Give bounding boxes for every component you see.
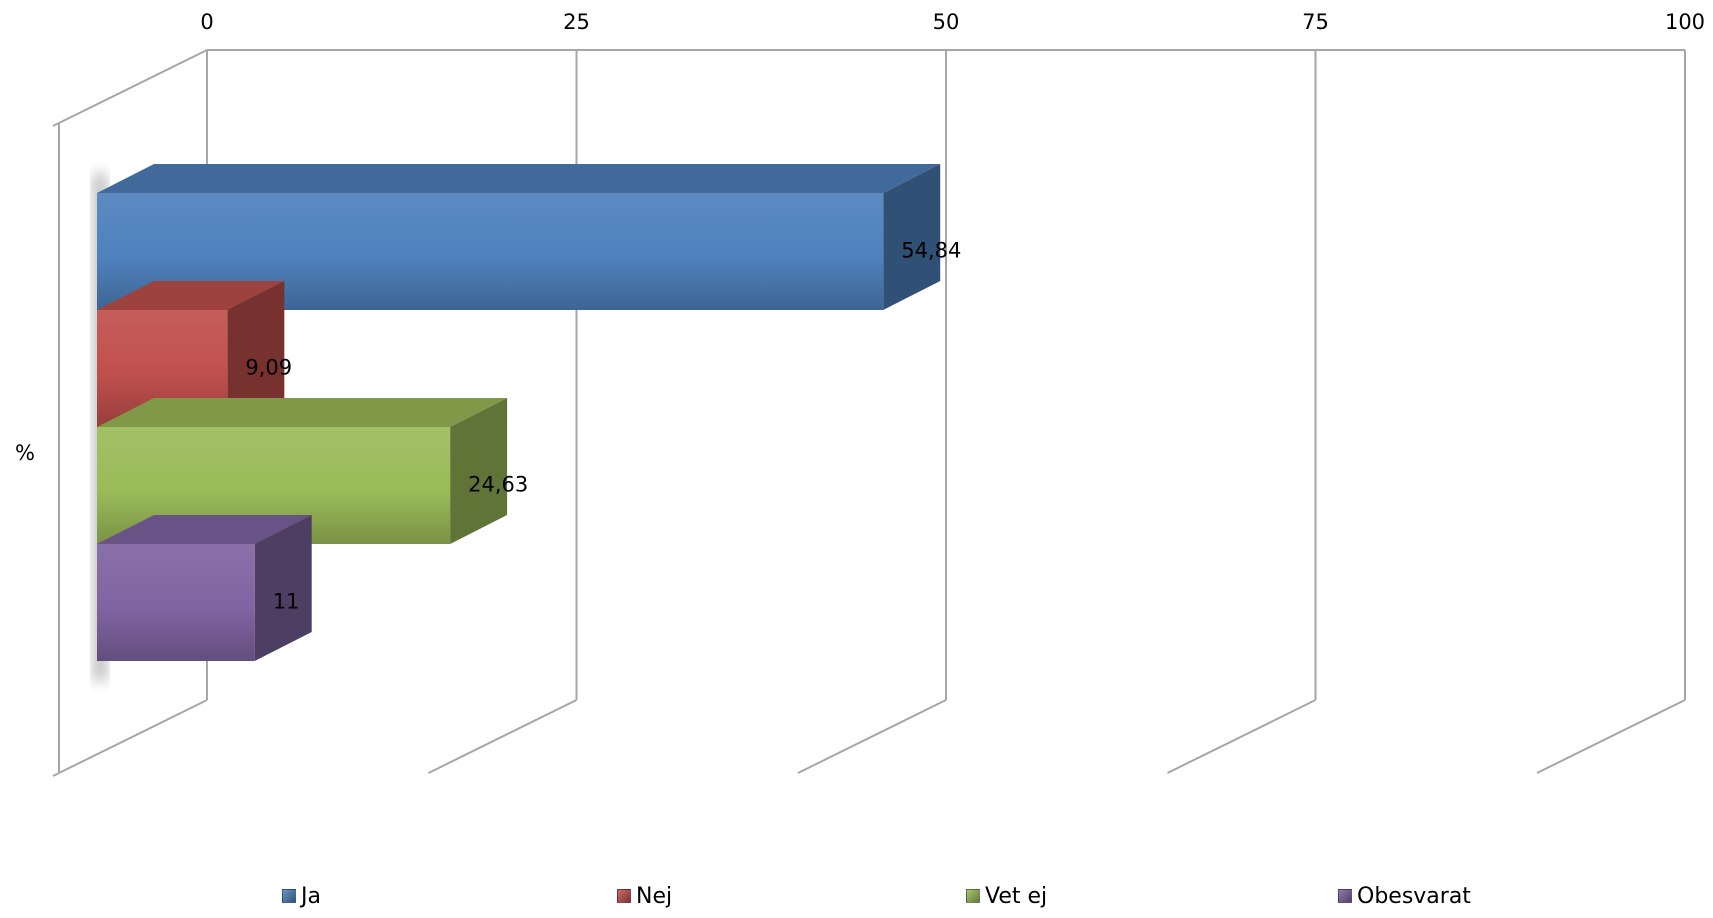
floor-gridline <box>58 699 208 774</box>
legend-item-obesvarat: Obesvarat <box>1338 878 1471 914</box>
x-axis-ticks: 0 25 50 75 100 <box>200 10 1705 34</box>
bar-top-face <box>97 164 941 193</box>
x-tick-label: 75 <box>1302 10 1329 34</box>
bar-top-face <box>97 281 285 310</box>
x-tick-label: 100 <box>1665 10 1705 34</box>
bar-side-face <box>450 398 508 544</box>
legend-label: Nej <box>636 883 673 909</box>
legend-label: Ja <box>301 883 321 909</box>
bar-front-face <box>97 544 255 661</box>
data-labels: 54,84 9,09 24,63 11 <box>245 239 961 614</box>
bar-obesvarat <box>97 515 312 661</box>
bar-nej <box>97 281 285 427</box>
wall-top-edge <box>58 49 208 124</box>
data-label: 54,84 <box>901 239 961 263</box>
bar-chart: 0 25 50 75 100 54,84 9,09 24,63 11 % <box>15 10 1705 777</box>
floor-gridline <box>1536 699 1686 774</box>
legend-swatch <box>617 889 631 903</box>
legend-item-vet-ej: Vet ej <box>966 878 1047 914</box>
floor-gridline <box>428 699 577 774</box>
bar-top-face <box>97 398 508 427</box>
data-label: 24,63 <box>468 473 528 497</box>
data-label: 11 <box>273 590 300 614</box>
bars <box>95 164 941 681</box>
legend-label: Vet ej <box>985 883 1048 909</box>
wall-top-tick <box>52 122 60 127</box>
bar-side-face <box>254 515 312 661</box>
bar-side-face <box>883 164 941 310</box>
legend-swatch <box>1338 889 1352 903</box>
category-axis-label: % <box>15 441 35 465</box>
wall-bottom-tick <box>52 772 60 777</box>
x-tick-label: 0 <box>200 10 213 34</box>
bar-side-face <box>227 281 285 427</box>
floor-gridline <box>1167 699 1316 774</box>
legend-label: Obesvarat <box>1357 883 1471 909</box>
legend-item-ja: Ja <box>282 878 321 914</box>
legend: Ja Nej Vet ej Obesvarat <box>0 878 1713 914</box>
legend-item-nej: Nej <box>617 878 672 914</box>
data-label: 9,09 <box>245 356 292 380</box>
legend-swatch <box>282 889 296 903</box>
x-tick-label: 25 <box>563 10 590 34</box>
x-tick-label: 50 <box>933 10 960 34</box>
floor-gridline <box>797 699 947 774</box>
legend-swatch <box>966 889 980 903</box>
bar-top-face <box>97 515 312 544</box>
